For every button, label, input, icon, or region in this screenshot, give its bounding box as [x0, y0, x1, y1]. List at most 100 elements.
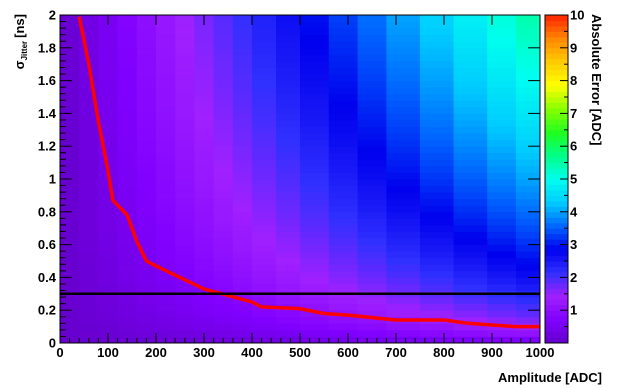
palette-swatch — [545, 326, 568, 333]
heatmap-cell — [276, 283, 301, 291]
heatmap-cell — [175, 119, 195, 127]
heatmap-cell — [516, 106, 541, 114]
palette-swatch — [545, 195, 568, 202]
heatmap-cell — [79, 211, 99, 219]
heatmap-cell — [79, 34, 99, 42]
heatmap-cell — [276, 270, 301, 278]
heatmap-cell — [516, 316, 541, 324]
heatmap-cell — [136, 28, 157, 36]
heatmap-cell — [79, 119, 99, 127]
heatmap-cell — [300, 41, 330, 49]
heatmap-cell — [420, 93, 454, 101]
palette-swatch — [545, 293, 568, 300]
heatmap-cell — [213, 113, 234, 121]
heatmap-cell — [156, 198, 176, 206]
z-axis-title: Absolute Error [ADC] — [589, 14, 604, 145]
heatmap-cell — [328, 224, 358, 232]
palette-tick-label: 9 — [570, 40, 577, 55]
palette-swatch — [545, 36, 568, 43]
heatmap-cell — [420, 126, 454, 134]
heatmap-cell — [300, 152, 330, 160]
palette-swatch — [545, 118, 568, 125]
heatmap-cell — [60, 100, 80, 108]
heatmap-cell — [487, 297, 517, 305]
heatmap-cell — [420, 297, 454, 305]
heatmap-cell — [300, 172, 330, 180]
heatmap-cell — [175, 192, 195, 200]
y-tick-label: 1.2 — [38, 139, 56, 154]
heatmap-cell — [516, 277, 541, 285]
heatmap-cell — [136, 139, 157, 147]
heatmap-cell — [516, 100, 541, 108]
heatmap-cell — [175, 41, 195, 49]
heatmap-cell — [79, 28, 99, 36]
heatmap-cell — [232, 205, 253, 213]
palette-swatch — [545, 244, 568, 251]
heatmap-cell — [98, 28, 118, 36]
heatmap-cell — [276, 119, 301, 127]
palette-swatch — [545, 233, 568, 240]
palette-swatch — [545, 124, 568, 131]
heatmap-cell — [300, 329, 330, 337]
heatmap-cell — [213, 257, 234, 265]
heatmap-cell — [79, 185, 99, 193]
heatmap-cell — [516, 270, 541, 278]
heatmap-cell — [516, 152, 541, 160]
heatmap-cell — [516, 244, 541, 252]
heatmap-cell — [98, 224, 118, 232]
heatmap-cell — [175, 159, 195, 167]
heatmap-cell — [194, 310, 214, 318]
heatmap-cell — [252, 139, 277, 147]
heatmap-cell — [453, 146, 488, 154]
heatmap-cell — [487, 251, 517, 259]
heatmap-cell — [232, 28, 253, 36]
heatmap-cell — [386, 28, 421, 36]
heatmap-cell — [98, 47, 118, 55]
heatmap-cell — [420, 152, 454, 160]
heatmap-cell — [300, 74, 330, 81]
x-tick-label: 400 — [241, 345, 263, 360]
heatmap-cell — [194, 100, 214, 108]
heatmap-cell — [386, 329, 421, 337]
heatmap-cell — [420, 15, 454, 22]
heatmap-cell — [194, 238, 214, 245]
heatmap-cell — [386, 310, 421, 318]
heatmap-cell — [136, 224, 157, 232]
heatmap-cell — [516, 126, 541, 134]
heatmap-cell — [136, 270, 157, 278]
heatmap-cell — [357, 113, 387, 121]
heatmap-cell — [386, 297, 421, 305]
heatmap-cell — [175, 74, 195, 81]
heatmap-cell — [487, 60, 517, 68]
heatmap-cell — [175, 87, 195, 95]
heatmap-cell — [487, 329, 517, 337]
heatmap-cell — [300, 60, 330, 68]
heatmap-cell — [175, 310, 195, 318]
heatmap-cell — [79, 87, 99, 95]
heatmap-cell — [328, 21, 358, 29]
heatmap-cell — [487, 119, 517, 127]
heatmap-cell — [276, 264, 301, 272]
heatmap-cell — [453, 172, 488, 180]
heatmap-cell — [420, 67, 454, 75]
heatmap-cell — [386, 179, 421, 186]
heatmap-cell — [386, 100, 421, 108]
heatmap-cell — [252, 126, 277, 134]
heatmap-cell — [328, 179, 358, 186]
palette-swatch — [545, 222, 568, 229]
heatmap-cell — [60, 283, 80, 291]
heatmap-cell — [213, 218, 234, 226]
palette-swatch — [545, 157, 568, 164]
palette-swatch — [545, 211, 568, 218]
heatmap-cell — [328, 165, 358, 173]
heatmap-cell — [357, 93, 387, 101]
heatmap-cell — [117, 323, 138, 331]
heatmap-cell — [117, 146, 138, 154]
heatmap-cell — [232, 93, 253, 101]
heatmap-cell — [232, 67, 253, 75]
heatmap-cell — [276, 15, 301, 22]
heatmap-cell — [328, 113, 358, 121]
heatmap-cell — [117, 205, 138, 213]
heatmap-cell — [453, 41, 488, 49]
heatmap-cell — [276, 251, 301, 259]
